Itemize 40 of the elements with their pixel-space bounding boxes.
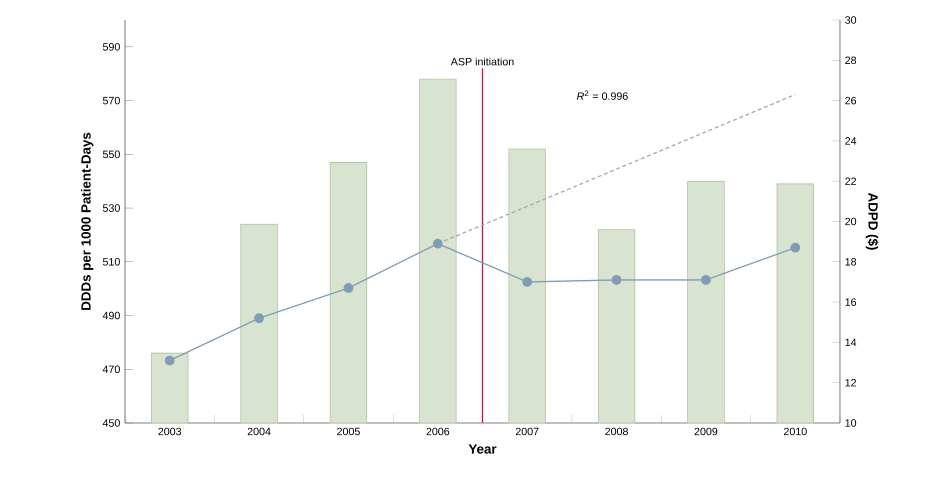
y-tick-label: 530	[102, 204, 120, 212]
y2-tick-label: 18	[846, 258, 856, 266]
x-axis-title: Year	[468, 444, 496, 454]
point	[432, 238, 443, 249]
y2-tick-label: 16	[846, 298, 856, 306]
x-tick-label: 2006	[426, 428, 450, 436]
y-tick-label: 590	[102, 43, 120, 51]
point	[612, 274, 622, 285]
x-tick-label: 2007	[516, 428, 539, 436]
point	[790, 242, 800, 253]
y2-tick-label: 24	[845, 137, 856, 145]
point	[164, 356, 175, 366]
y-tick-label: 450	[102, 419, 120, 427]
y2-tick-label: 14	[846, 338, 856, 346]
y-tick-label: 510	[102, 258, 120, 266]
point	[522, 277, 532, 287]
x-tick-label: 2008	[605, 428, 628, 436]
point	[700, 274, 711, 285]
x-tick-label: 2003	[158, 428, 182, 436]
ref-line-label: ASP initiation	[450, 58, 514, 66]
y2-tick-label: 28	[845, 56, 856, 64]
y-tick-label: 570	[102, 96, 120, 104]
y2-tick-label: 20	[845, 218, 856, 226]
y-tick-label: 490	[102, 312, 120, 320]
y2-tick-label: 30	[845, 16, 856, 24]
y-tick-label: 470	[102, 365, 120, 374]
x-tick-label: 2004	[248, 428, 271, 436]
point	[344, 283, 354, 293]
x-tick-label: 2009	[694, 428, 718, 436]
y-tick-label: 550	[102, 150, 120, 158]
y2-axis-title: ADPD ($)	[866, 192, 878, 250]
annotation: R$^{2}$ = 0.996	[576, 90, 628, 100]
y2-tick-label: 26	[845, 96, 856, 104]
x-tick-label: 2010	[784, 428, 807, 436]
x-tick-label: 2005	[337, 428, 360, 436]
y2-tick-label: 22	[845, 177, 856, 185]
y2-tick-label: 10	[846, 419, 856, 427]
y-axis-title: DDDs per 1000 Patient-Days	[80, 132, 94, 310]
y2-tick-label: 12	[846, 378, 856, 386]
point	[254, 313, 264, 324]
